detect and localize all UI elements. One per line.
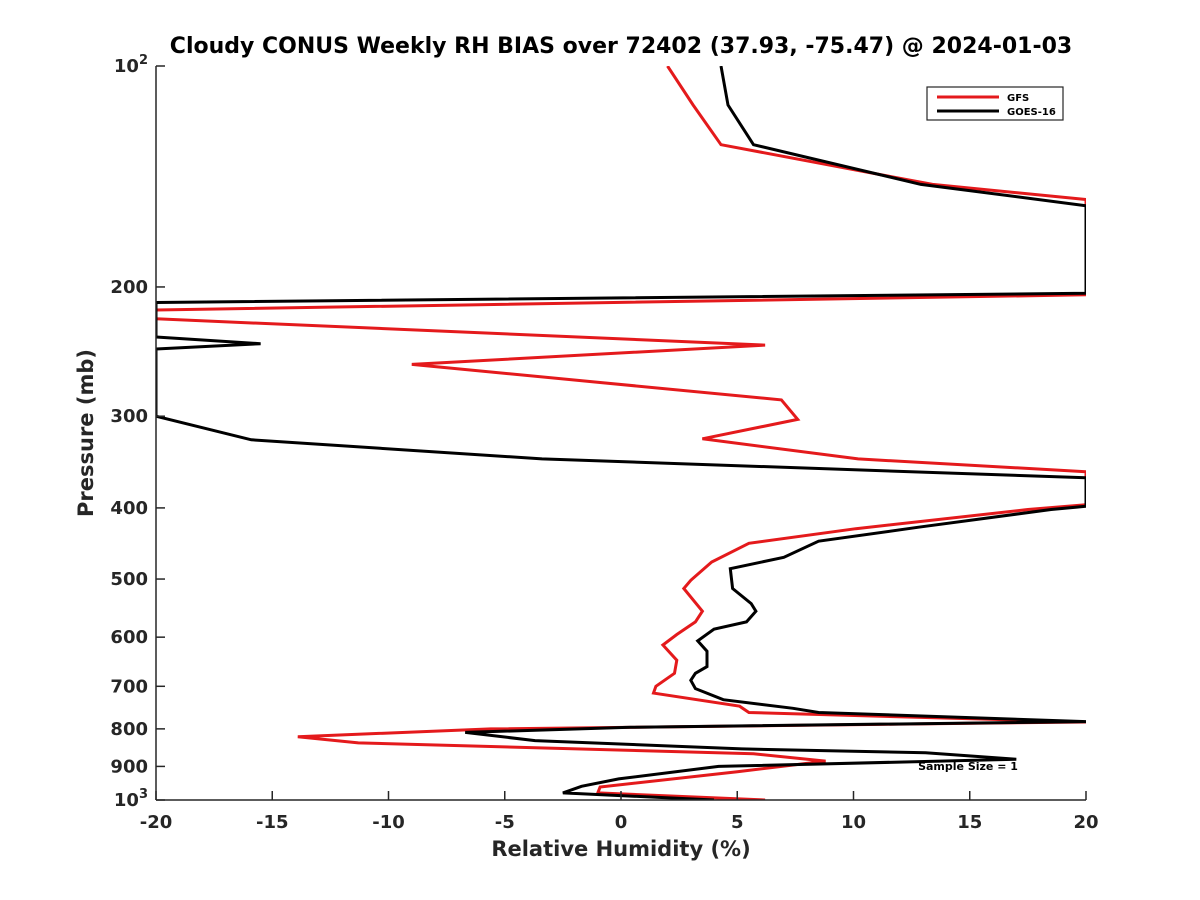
y-tick-label: 700 [110, 676, 148, 697]
x-tick-label: -20 [140, 812, 173, 833]
x-tick-label: -5 [495, 812, 515, 833]
x-tick-label: -10 [372, 812, 405, 833]
y-tick-label: 200 [110, 277, 148, 298]
y-axis-label: Pressure (mb) [74, 349, 98, 517]
x-tick-label: 15 [957, 812, 982, 833]
y-tick-label: 300 [110, 406, 148, 427]
x-tick-label: 5 [731, 812, 744, 833]
legend-label-goes-16: GOES-16 [1007, 107, 1056, 118]
series-line-gfs [156, 66, 1086, 800]
legend: GFS GOES-16 [926, 86, 1064, 121]
x-tick-label: 10 [841, 812, 866, 833]
legend-label-gfs: GFS [1007, 93, 1029, 104]
tick-labels: -20 -15 -10 -5 0 5 10 15 20 102 200 300 400 500 600 700… [110, 53, 1098, 833]
plot-area [156, 66, 1086, 800]
y-tick-label: 400 [110, 498, 148, 519]
y-tick-label: 900 [110, 756, 148, 777]
x-tick-label: 0 [615, 812, 628, 833]
series-line-goes-16 [156, 66, 1086, 800]
y-tick-label: 800 [110, 719, 148, 740]
x-tick-label: 20 [1073, 812, 1098, 833]
x-tick-label: -15 [256, 812, 289, 833]
chart-title: Cloudy CONUS Weekly RH BIAS over 72402 (… [170, 34, 1072, 59]
axes [155, 66, 1086, 801]
y-tick-label: 103 [114, 787, 148, 811]
x-axis-label: Relative Humidity (%) [491, 837, 750, 861]
y-tick-label: 500 [110, 569, 148, 590]
legend-box [926, 86, 1064, 121]
sample-size-annotation: Sample Size = 1 [918, 760, 1018, 773]
y-tick-label: 600 [110, 627, 148, 648]
y-tick-label: 102 [114, 53, 148, 77]
